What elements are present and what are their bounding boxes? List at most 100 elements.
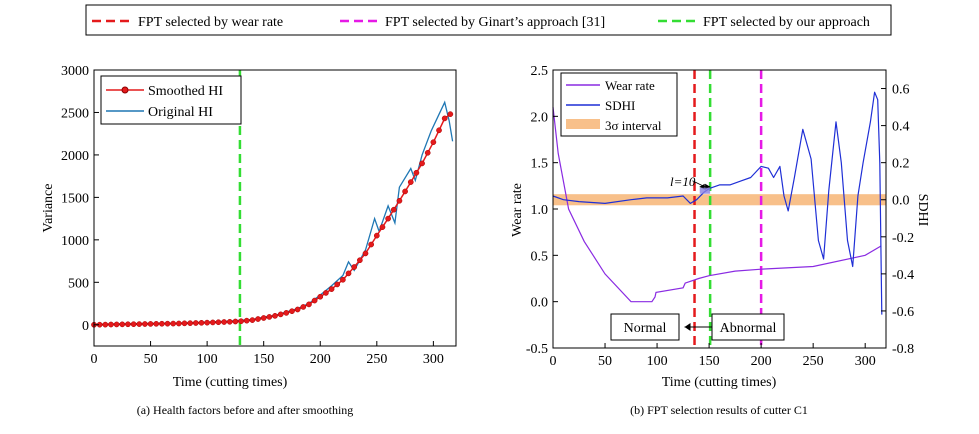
chart-a-smoothed-point (436, 127, 442, 134)
chart-a-smoothed-point (379, 224, 386, 230)
chart-a-ytick-label: 1500 (61, 191, 89, 206)
legend-label-ginart: FPT selected by Ginart’s approach [31] (385, 15, 605, 30)
chart-b-legend-label-sdhi: SDHI (605, 98, 635, 113)
legend-label-wear-rate: FPT selected by wear rate (138, 15, 283, 30)
chart-a-smoothed-point (424, 149, 431, 156)
chart-a-xtick-label: 200 (310, 352, 331, 367)
chart-a-ticks: 0 50 100 150 200 250 3000500100015002000250030… (61, 64, 444, 367)
chart-a-smoothed-point (164, 320, 171, 327)
chart-b-ytick-left-label: 1.0 (531, 203, 549, 218)
chart-b-ytick-right-label: 0.4 (892, 120, 910, 135)
chart-a-xtick-label: 0 (91, 352, 98, 367)
chart-b-3sigma-band (553, 194, 886, 206)
chart-a-smoothed-point (362, 250, 369, 257)
chart-a-ytick-label: 0 (82, 319, 89, 334)
chart-a-smoothed-point (153, 320, 160, 327)
chart-b-region-normal: Normal (610, 313, 680, 341)
chart-a-smoothed-point (238, 318, 244, 325)
chart-a-smoothed-point (396, 197, 403, 204)
chart-a-smoothed-point (113, 321, 120, 328)
chart-a-smoothed-point (243, 317, 250, 324)
chart-a-smoothed-point (266, 314, 273, 320)
chart-a-smoothed-point (255, 316, 261, 322)
top-legend: FPT selected by wear rate FPT selected b… (85, 4, 892, 36)
chart-a-smoothed-point (373, 232, 380, 239)
chart-a-ylabel: Variance (41, 184, 56, 233)
chart-b-ytick-left-label: 0.0 (531, 296, 549, 311)
chart-b-ytick-left-label: -0.5 (526, 342, 548, 357)
chart-b-xlabel: Time (cutting times) (662, 375, 777, 390)
chart-a-smoothed-point (294, 306, 301, 313)
chart-a-xlabel: Time (cutting times) (173, 375, 288, 390)
chart-a-smoothed-point (317, 293, 324, 300)
chart-b-xtick-label: 0 (550, 354, 557, 369)
chart-a-smoothed-point (441, 115, 448, 122)
chart-a-smoothed-point (159, 320, 165, 327)
chart-a-smoothed-point (413, 169, 420, 176)
chart-b-series-sdhi (552, 91, 883, 315)
chart-a-xtick-label: 250 (366, 352, 387, 367)
chart-a-smoothed-point (368, 241, 375, 248)
chart-b: 0 50 100 150 200 250 300 -0.5 0.0 0.5 1.0 1.5 2.0 2.5… (510, 64, 930, 417)
chart-a-xtick-label: 50 (144, 352, 158, 367)
chart-a-smoothed-point (311, 297, 318, 304)
chart-b-ytick-left-label: 2.5 (531, 64, 549, 79)
chart-a-smoothed-point (345, 270, 352, 277)
chart-b-region-abnormal: Abnormal (711, 313, 785, 341)
chart-a-smoothed-point (272, 313, 278, 319)
chart-a-xtick-label: 150 (253, 352, 274, 367)
chart-b-legend: Wear rate SDHI 3σ interval (560, 72, 678, 137)
chart-a-smoothed-point (277, 311, 284, 318)
chart-b-l-leader (692, 180, 705, 188)
chart-a-ytick-label: 1000 (61, 234, 89, 249)
chart-b-region-arrow-left (684, 323, 691, 331)
chart-a-ytick-label: 2500 (61, 106, 89, 121)
chart-a-smoothed-point (356, 257, 363, 264)
chart-a-ytick-label: 3000 (61, 64, 89, 79)
chart-a-ytick-label: 2000 (61, 149, 89, 164)
chart-a-frame (93, 69, 457, 347)
chart-a-smoothed-point (300, 304, 307, 310)
chart-a-smoothed-point (175, 320, 182, 327)
chart-a-ytick-label: 500 (68, 276, 89, 291)
chart-a-legend-label-smoothed: Smoothed HI (148, 84, 223, 99)
chart-a-smoothed-point (125, 321, 131, 328)
chart-a-smoothed-point (147, 321, 154, 327)
chart-b-xtick-label: 250 (803, 354, 824, 369)
chart-a-smoothed-point (430, 139, 437, 146)
chart-b-ytick-left-label: 0.5 (531, 249, 549, 264)
chart-b-series-wear-rate (552, 107, 882, 303)
chart-a-smoothed-point (209, 319, 216, 326)
chart-a-smoothed-point (170, 320, 177, 327)
chart-a-smoothed-point (226, 318, 233, 325)
chart-a-smoothed-point (249, 317, 256, 323)
chart-b-xtick-label: 150 (699, 354, 720, 369)
chart-a-smoothed-point (419, 160, 425, 167)
legend-label-ours: FPT selected by our approach (703, 15, 870, 30)
chart-a-smoothed-point (102, 321, 109, 328)
chart-a-smoothed-point (215, 319, 222, 326)
chart-a-smoothed-point (306, 301, 312, 308)
chart-a-smoothed-point (181, 320, 188, 327)
chart-b-ytick-right-label: -0.8 (892, 342, 914, 357)
chart-a-smoothed-point (130, 321, 137, 328)
chart-b-legend-label-band: 3σ interval (605, 118, 662, 133)
chart-a-smoothed-point (136, 321, 143, 327)
chart-a-smoothed-point (407, 179, 414, 185)
chart-a-smoothed-point (283, 310, 290, 316)
chart-b-legend-swatch-band (566, 119, 600, 129)
chart-b-l-highlight (699, 187, 711, 194)
chart-a-smoothed-point (221, 319, 227, 325)
chart-a-legend-marker-smoothed (121, 86, 129, 94)
chart-b-ylabel-right: SDHI (915, 194, 930, 227)
chart-b-ytick-left-label: 1.5 (531, 157, 549, 172)
chart-a-smoothed-point (351, 264, 358, 270)
chart-a-smoothed-point (402, 188, 408, 195)
chart-a-smoothed-point (447, 111, 454, 118)
chart-a-smoothed-point (119, 321, 126, 328)
chart-a-smoothed-point (390, 206, 397, 213)
chart-b-ytick-right-label: 0.0 (892, 194, 910, 209)
chart-a-smoothed-point (323, 290, 329, 296)
chart-a-series-smoothed (93, 113, 451, 326)
chart-a-smoothed-point (204, 319, 210, 326)
